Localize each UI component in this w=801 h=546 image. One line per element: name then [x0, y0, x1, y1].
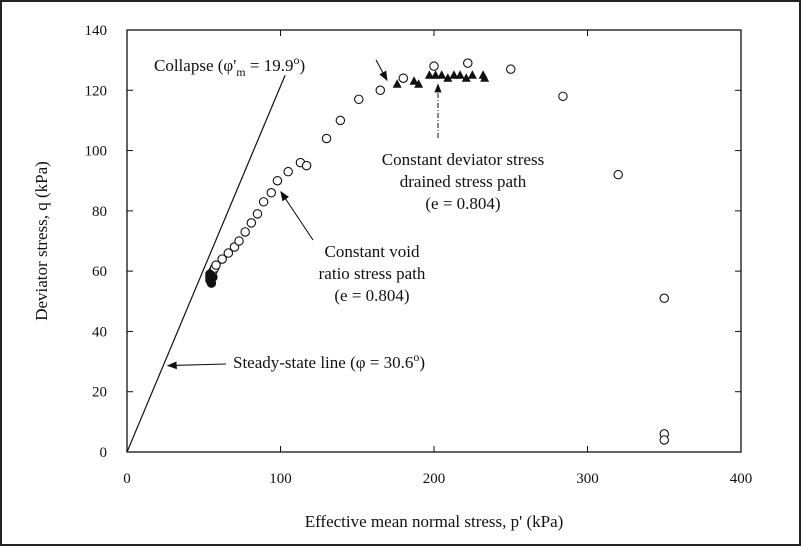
data-point-open-circle [211, 260, 221, 270]
data-point-open-circle [613, 169, 623, 180]
void-ratio-path-label: Constant void [325, 242, 420, 261]
data-point-filled-triangle [467, 70, 477, 79]
x-tick-label: 0 [123, 471, 131, 487]
data-point-open-circle [266, 188, 277, 198]
plot-area [126, 29, 742, 453]
data-point-filled-triangle [443, 73, 453, 82]
data-point-open-circle [223, 248, 234, 258]
deviator-path-label: drained stress path [400, 172, 527, 191]
x-tick-label: 100 [269, 471, 292, 487]
data-point-open-circle [335, 115, 346, 126]
x-tick-label: 200 [423, 471, 446, 487]
x-axis-title: Effective mean normal stress, p' (kPa) [305, 512, 564, 531]
data-point-open-circle [240, 227, 250, 237]
y-tick-label: 20 [92, 385, 107, 401]
data-points [126, 58, 669, 453]
annotations: Collapse (φ'm = 19.9o) Constant deviator … [154, 53, 544, 372]
x-tick-label: 400 [730, 471, 753, 487]
steady-state-line [126, 74, 286, 453]
void-ratio-path-arrow [280, 190, 314, 241]
data-point-open-circle [354, 94, 364, 105]
steady-state-arrow [166, 361, 227, 370]
x-tick-label: 300 [576, 471, 599, 487]
data-point-filled-triangle [437, 70, 447, 79]
data-point-open-circle [301, 160, 312, 171]
steady-state-label: Steady-state line (φ = 30.6o) [233, 350, 425, 372]
collapse-label: Collapse (φ'm = 19.9o) [154, 53, 305, 79]
data-point-filled-triangle [431, 70, 441, 79]
data-point-filled-triangle [409, 76, 419, 85]
data-point-filled-triangle [449, 70, 459, 79]
data-point-filled-circle [205, 269, 215, 279]
data-point-filled-triangle [480, 73, 490, 82]
y-tick-label: 80 [92, 204, 107, 220]
data-point-open-circle [258, 197, 269, 207]
void-ratio-path-label: ratio stress path [319, 264, 426, 283]
y-axis-title: Deviator stress, q (kPa) [32, 161, 51, 321]
data-point-open-circle [558, 91, 568, 102]
collapse-arrow [375, 59, 388, 82]
data-point-filled-triangle [392, 79, 402, 88]
data-point-open-circle [659, 435, 669, 445]
deviator-path-label: Constant deviator stress [382, 150, 544, 169]
data-point-open-circle [283, 166, 293, 177]
data-point-filled-triangle [424, 70, 434, 79]
data-point-filled-triangle [455, 70, 465, 79]
data-point-filled-triangle [461, 73, 471, 82]
data-point-open-circle [246, 218, 257, 228]
y-tick-label: 60 [92, 264, 107, 280]
data-point-open-circle [234, 236, 244, 246]
y-tick-label: 140 [85, 23, 108, 39]
y-tick-label: 120 [85, 83, 108, 99]
data-point-open-circle [505, 64, 516, 74]
data-point-open-circle [659, 293, 669, 304]
axis-ticks: 0 100 200 300 400 0 20 40 60 80 100 120 140 [85, 23, 753, 487]
data-point-open-circle [463, 58, 473, 68]
data-point-open-circle [375, 85, 386, 96]
data-point-open-circle [272, 175, 283, 186]
y-tick-label: 40 [92, 324, 107, 340]
y-tick-label: 100 [85, 144, 108, 160]
data-point-open-circle [252, 209, 263, 219]
data-point-filled-triangle [414, 79, 424, 88]
data-point-open-circle [398, 73, 409, 83]
data-point-open-circle [321, 133, 332, 144]
y-tick-label: 0 [100, 445, 108, 461]
data-point-open-circle [429, 61, 439, 71]
void-ratio-path-label: (e = 0.804) [334, 286, 409, 305]
data-point-open-circle [217, 254, 227, 264]
deviator-path-label: (e = 0.804) [425, 194, 500, 213]
